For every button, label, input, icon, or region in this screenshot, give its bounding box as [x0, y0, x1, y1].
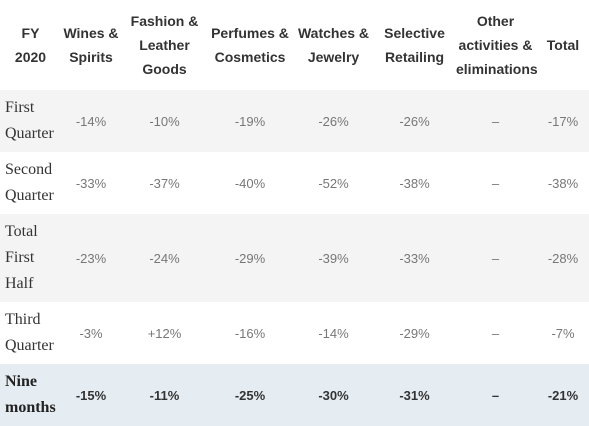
- cell-fashion-leather-goods: -11%: [121, 364, 208, 426]
- cell-selective-retailing: -38%: [375, 152, 454, 214]
- cell-wines-spirits: -14%: [61, 90, 121, 152]
- cell-watches-jewelry: -14%: [292, 302, 375, 364]
- table-row-first-quarter: First Quarter -14% -10% -19% -26% -26% –…: [0, 90, 589, 152]
- cell-other-activities: –: [454, 152, 537, 214]
- header-selective-retailing: Selective Retailing: [375, 0, 454, 90]
- header-watches-jewelry: Watches & Jewelry: [292, 0, 375, 90]
- header-fy: FY 2020: [0, 0, 61, 90]
- cell-watches-jewelry: -30%: [292, 364, 375, 426]
- cell-fashion-leather-goods: -10%: [121, 90, 208, 152]
- row-label: Total First Half: [0, 214, 61, 302]
- header-wines-spirits: Wines & Spirits: [61, 0, 121, 90]
- table-row-nine-months: Nine months -15% -11% -25% -30% -31% – -…: [0, 364, 589, 426]
- table-row-third-quarter: Third Quarter -3% +12% -16% -14% -29% – …: [0, 302, 589, 364]
- cell-wines-spirits: -3%: [61, 302, 121, 364]
- cell-perfumes-cosmetics: -25%: [208, 364, 292, 426]
- row-label: First Quarter: [0, 90, 61, 152]
- cell-total: -21%: [537, 364, 589, 426]
- table-row-second-quarter: Second Quarter -33% -37% -40% -52% -38% …: [0, 152, 589, 214]
- table-row-total-first-half: Total First Half -23% -24% -29% -39% -33…: [0, 214, 589, 302]
- cell-wines-spirits: -15%: [61, 364, 121, 426]
- cell-fashion-leather-goods: +12%: [121, 302, 208, 364]
- header-row: FY 2020 Wines & Spirits Fashion & Leathe…: [0, 0, 589, 90]
- cell-selective-retailing: -29%: [375, 302, 454, 364]
- header-total: Total: [537, 0, 589, 90]
- cell-total: -28%: [537, 214, 589, 302]
- cell-fashion-leather-goods: -24%: [121, 214, 208, 302]
- cell-wines-spirits: -33%: [61, 152, 121, 214]
- cell-selective-retailing: -26%: [375, 90, 454, 152]
- cell-perfumes-cosmetics: -29%: [208, 214, 292, 302]
- cell-other-activities: –: [454, 302, 537, 364]
- cell-other-activities: –: [454, 90, 537, 152]
- header-fashion-leather-goods: Fashion & Leather Goods: [121, 0, 208, 90]
- cell-watches-jewelry: -39%: [292, 214, 375, 302]
- cell-perfumes-cosmetics: -40%: [208, 152, 292, 214]
- cell-watches-jewelry: -26%: [292, 90, 375, 152]
- cell-perfumes-cosmetics: -19%: [208, 90, 292, 152]
- cell-selective-retailing: -33%: [375, 214, 454, 302]
- cell-total: -17%: [537, 90, 589, 152]
- cell-wines-spirits: -23%: [61, 214, 121, 302]
- row-label: Second Quarter: [0, 152, 61, 214]
- cell-watches-jewelry: -52%: [292, 152, 375, 214]
- header-other-activities: Other activities & eliminations: [454, 0, 538, 90]
- row-label: Nine months: [0, 364, 61, 426]
- row-label: Third Quarter: [0, 302, 61, 364]
- cell-other-activities: –: [454, 214, 537, 302]
- header-perfumes-cosmetics: Perfumes & Cosmetics: [208, 0, 292, 90]
- cell-fashion-leather-goods: -37%: [121, 152, 208, 214]
- cell-other-activities: –: [454, 364, 537, 426]
- cell-total: -7%: [537, 302, 589, 364]
- cell-total: -38%: [537, 152, 589, 214]
- cell-selective-retailing: -31%: [375, 364, 454, 426]
- cell-perfumes-cosmetics: -16%: [208, 302, 292, 364]
